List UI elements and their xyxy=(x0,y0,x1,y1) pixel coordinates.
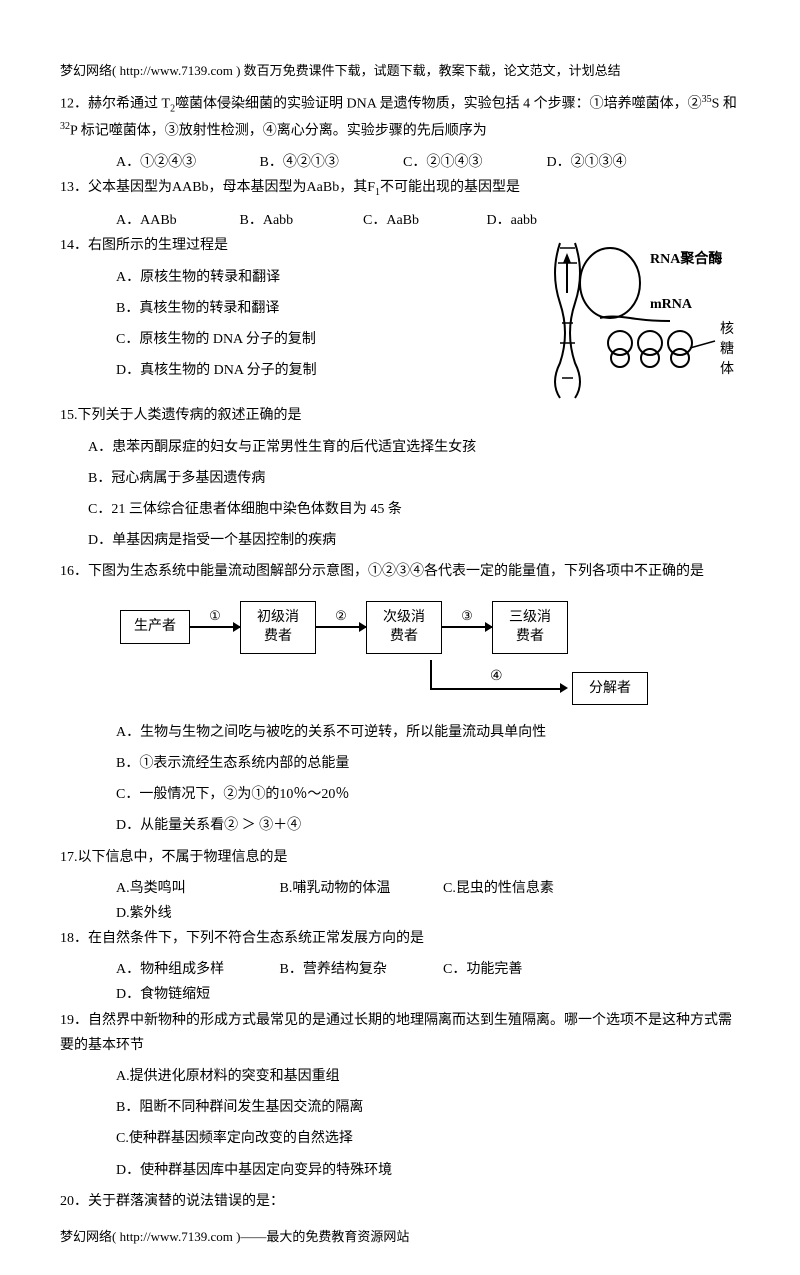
circle-1: ① xyxy=(209,608,221,624)
q20-num: 20． xyxy=(60,1194,88,1209)
q12-num: 12． xyxy=(60,97,88,112)
q16-num: 16． xyxy=(60,564,88,579)
q15-opt-c: C．21 三体综合征患者体细胞中染色体数目为 45 条 xyxy=(60,497,740,522)
q12-sup1: 35 xyxy=(702,94,712,105)
q14-num: 14． xyxy=(60,238,88,253)
q18-stem: 在自然条件下，下列不符合生态系统正常发展方向的是 xyxy=(88,931,424,946)
question-20: 20．关于群落演替的说法错误的是： xyxy=(60,1189,740,1214)
q17-num: 17. xyxy=(60,850,78,865)
question-18: 18．在自然条件下，下列不符合生态系统正常发展方向的是 xyxy=(60,926,740,951)
q12-stem-d: P 标记噬菌体，③放射性检测，④离心分离。实验步骤的先后顺序为 xyxy=(70,124,487,139)
box-consumer1: 初级消费者 xyxy=(240,601,316,654)
q13-stem-a: 父本基因型为AABb，母本基因型为AaBb，其F xyxy=(88,180,375,195)
svg-text:体: 体 xyxy=(720,361,734,377)
q13-options: A．AABb B．Aabb C．AaBb D．aabb xyxy=(60,208,740,233)
question-12: 12．赫尔希通过 T2噬菌体侵染细菌的实验证明 DNA 是遗传物质，实验包括 4… xyxy=(60,91,740,144)
q13-num: 13． xyxy=(60,180,88,195)
q12-opt-b: B．④②①③ xyxy=(260,150,400,175)
svg-text:糖: 糖 xyxy=(720,341,734,357)
box-decomposer: 分解者 xyxy=(572,672,648,706)
q15-num: 15. xyxy=(60,408,78,423)
q13-opt-d: D．aabb xyxy=(487,208,607,233)
q13-opt-c: C．AaBb xyxy=(363,208,483,233)
q19-num: 19． xyxy=(60,1013,88,1028)
circle-4: ④ xyxy=(490,668,503,685)
q18-opt-a: A．物种组成多样 xyxy=(116,957,276,982)
q13-opt-a: A．AABb xyxy=(116,208,236,233)
q18-opt-c: C．功能完善 xyxy=(443,957,603,982)
q12-opt-d: D．②①③④ xyxy=(547,150,687,175)
q19-opt-c: C.使种群基因频率定向改变的自然选择 xyxy=(60,1126,740,1151)
circle-3: ③ xyxy=(461,608,473,624)
q15-opt-b: B．冠心病属于多基因遗传病 xyxy=(60,466,740,491)
circle-2: ② xyxy=(335,608,347,624)
q12-opt-a: A．①②④③ xyxy=(116,150,256,175)
box-consumer3: 三级消费者 xyxy=(492,601,568,654)
q18-num: 18． xyxy=(60,931,88,946)
q18-opt-b: B．营养结构复杂 xyxy=(280,957,440,982)
q18-options: A．物种组成多样 B．营养结构复杂 C．功能完善 D．食物链缩短 xyxy=(60,957,740,1007)
box-consumer2: 次级消费者 xyxy=(366,601,442,654)
q12-stem-a: 赫尔希通过 T xyxy=(88,97,170,112)
footer-text: 梦幻网络( http://www.7139.com )——最大的免费教育资源网站 xyxy=(60,1226,740,1245)
svg-text:核: 核 xyxy=(720,321,734,337)
q19-stem: 自然界中新物种的形成方式最常见的是通过长期的地理隔离而达到生殖隔离。哪一个选项不… xyxy=(60,1013,732,1053)
q18-opt-d: D．食物链缩短 xyxy=(116,982,276,1007)
q13-opt-b: B．Aabb xyxy=(240,208,360,233)
q16-opt-b: B．①表示流经生态系统内部的总能量 xyxy=(60,751,740,776)
q16-opt-d: D．从能量关系看② ＞ ③＋④ xyxy=(60,813,740,838)
question-13: 13．父本基因型为AABb，母本基因型为AaBb，其F1不可能出现的基因型是 xyxy=(60,175,740,202)
q14-stem: 右图所示的生理过程是 xyxy=(88,238,228,253)
question-19: 19．自然界中新物种的形成方式最常见的是通过长期的地理隔离而达到生殖隔离。哪一个… xyxy=(60,1008,740,1058)
q15-opt-d: D．单基因病是指受一个基因控制的疾病 xyxy=(60,528,740,553)
q12-stem-b: 噬菌体侵染细菌的实验证明 DNA 是遗传物质，实验包括 4 个步骤：①培养噬菌体… xyxy=(175,97,702,112)
q12-opt-c: C．②①④③ xyxy=(403,150,543,175)
q12-stem-c: S 和 xyxy=(712,97,737,112)
q16-opt-c: C．一般情况下，②为①的10％～20％ xyxy=(60,782,740,807)
q17-opt-d: D.紫外线 xyxy=(116,901,276,926)
q19-opt-a: A.提供进化原材料的突变和基因重组 xyxy=(60,1064,740,1089)
q15-stem: 下列关于人类遗传病的叙述正确的是 xyxy=(78,408,302,423)
q12-options: A．①②④③ B．④②①③ C．②①④③ D．②①③④ xyxy=(60,150,740,175)
mrna-label: mRNA xyxy=(650,297,693,312)
q19-opt-b: B．阻断不同种群间发生基因交流的隔离 xyxy=(60,1095,740,1120)
question-16: 16．下图为生态系统中能量流动图解部分示意图，①②③④各代表一定的能量值，下列各… xyxy=(60,559,740,584)
header-text: 梦幻网络( http://www.7139.com ) 数百万免费课件下载，试题… xyxy=(60,60,740,79)
q17-opt-c: C.昆虫的性信息素 xyxy=(443,876,603,901)
q13-stem-b: 不可能出现的基因型是 xyxy=(380,180,520,195)
q20-stem: 关于群落演替的说法错误的是： xyxy=(88,1194,284,1209)
q14-figure: RNA聚合酶 mRNA 核 糖 体 xyxy=(540,233,740,403)
q15-opt-a: A．患苯丙酮尿症的妇女与正常男性生育的后代适宜选择生女孩 xyxy=(60,435,740,460)
q16-diagram: 生产者 ① 初级消费者 ② 次级消费者 ③ 三级消费者 ④ 分解者 xyxy=(60,591,740,720)
q17-stem: 以下信息中，不属于物理信息的是 xyxy=(78,850,288,865)
question-17: 17.以下信息中，不属于物理信息的是 xyxy=(60,845,740,870)
q17-opt-a: A.鸟类鸣叫 xyxy=(116,876,276,901)
q16-stem: 下图为生态系统中能量流动图解部分示意图，①②③④各代表一定的能量值，下列各项中不… xyxy=(88,564,704,579)
q12-sup2: 32 xyxy=(60,121,70,132)
question-15: 15.下列关于人类遗传病的叙述正确的是 xyxy=(60,403,740,428)
rna-label: RNA聚合酶 xyxy=(650,250,722,267)
q19-opt-d: D．使种群基因库中基因定向变异的特殊环境 xyxy=(60,1158,740,1183)
q17-options: A.鸟类鸣叫 B.哺乳动物的体温 C.昆虫的性信息素 D.紫外线 xyxy=(60,876,740,926)
box-producer: 生产者 xyxy=(120,610,190,644)
q17-opt-b: B.哺乳动物的体温 xyxy=(280,876,440,901)
q16-opt-a: A．生物与生物之间吃与被吃的关系不可逆转，所以能量流动具单向性 xyxy=(60,720,740,745)
